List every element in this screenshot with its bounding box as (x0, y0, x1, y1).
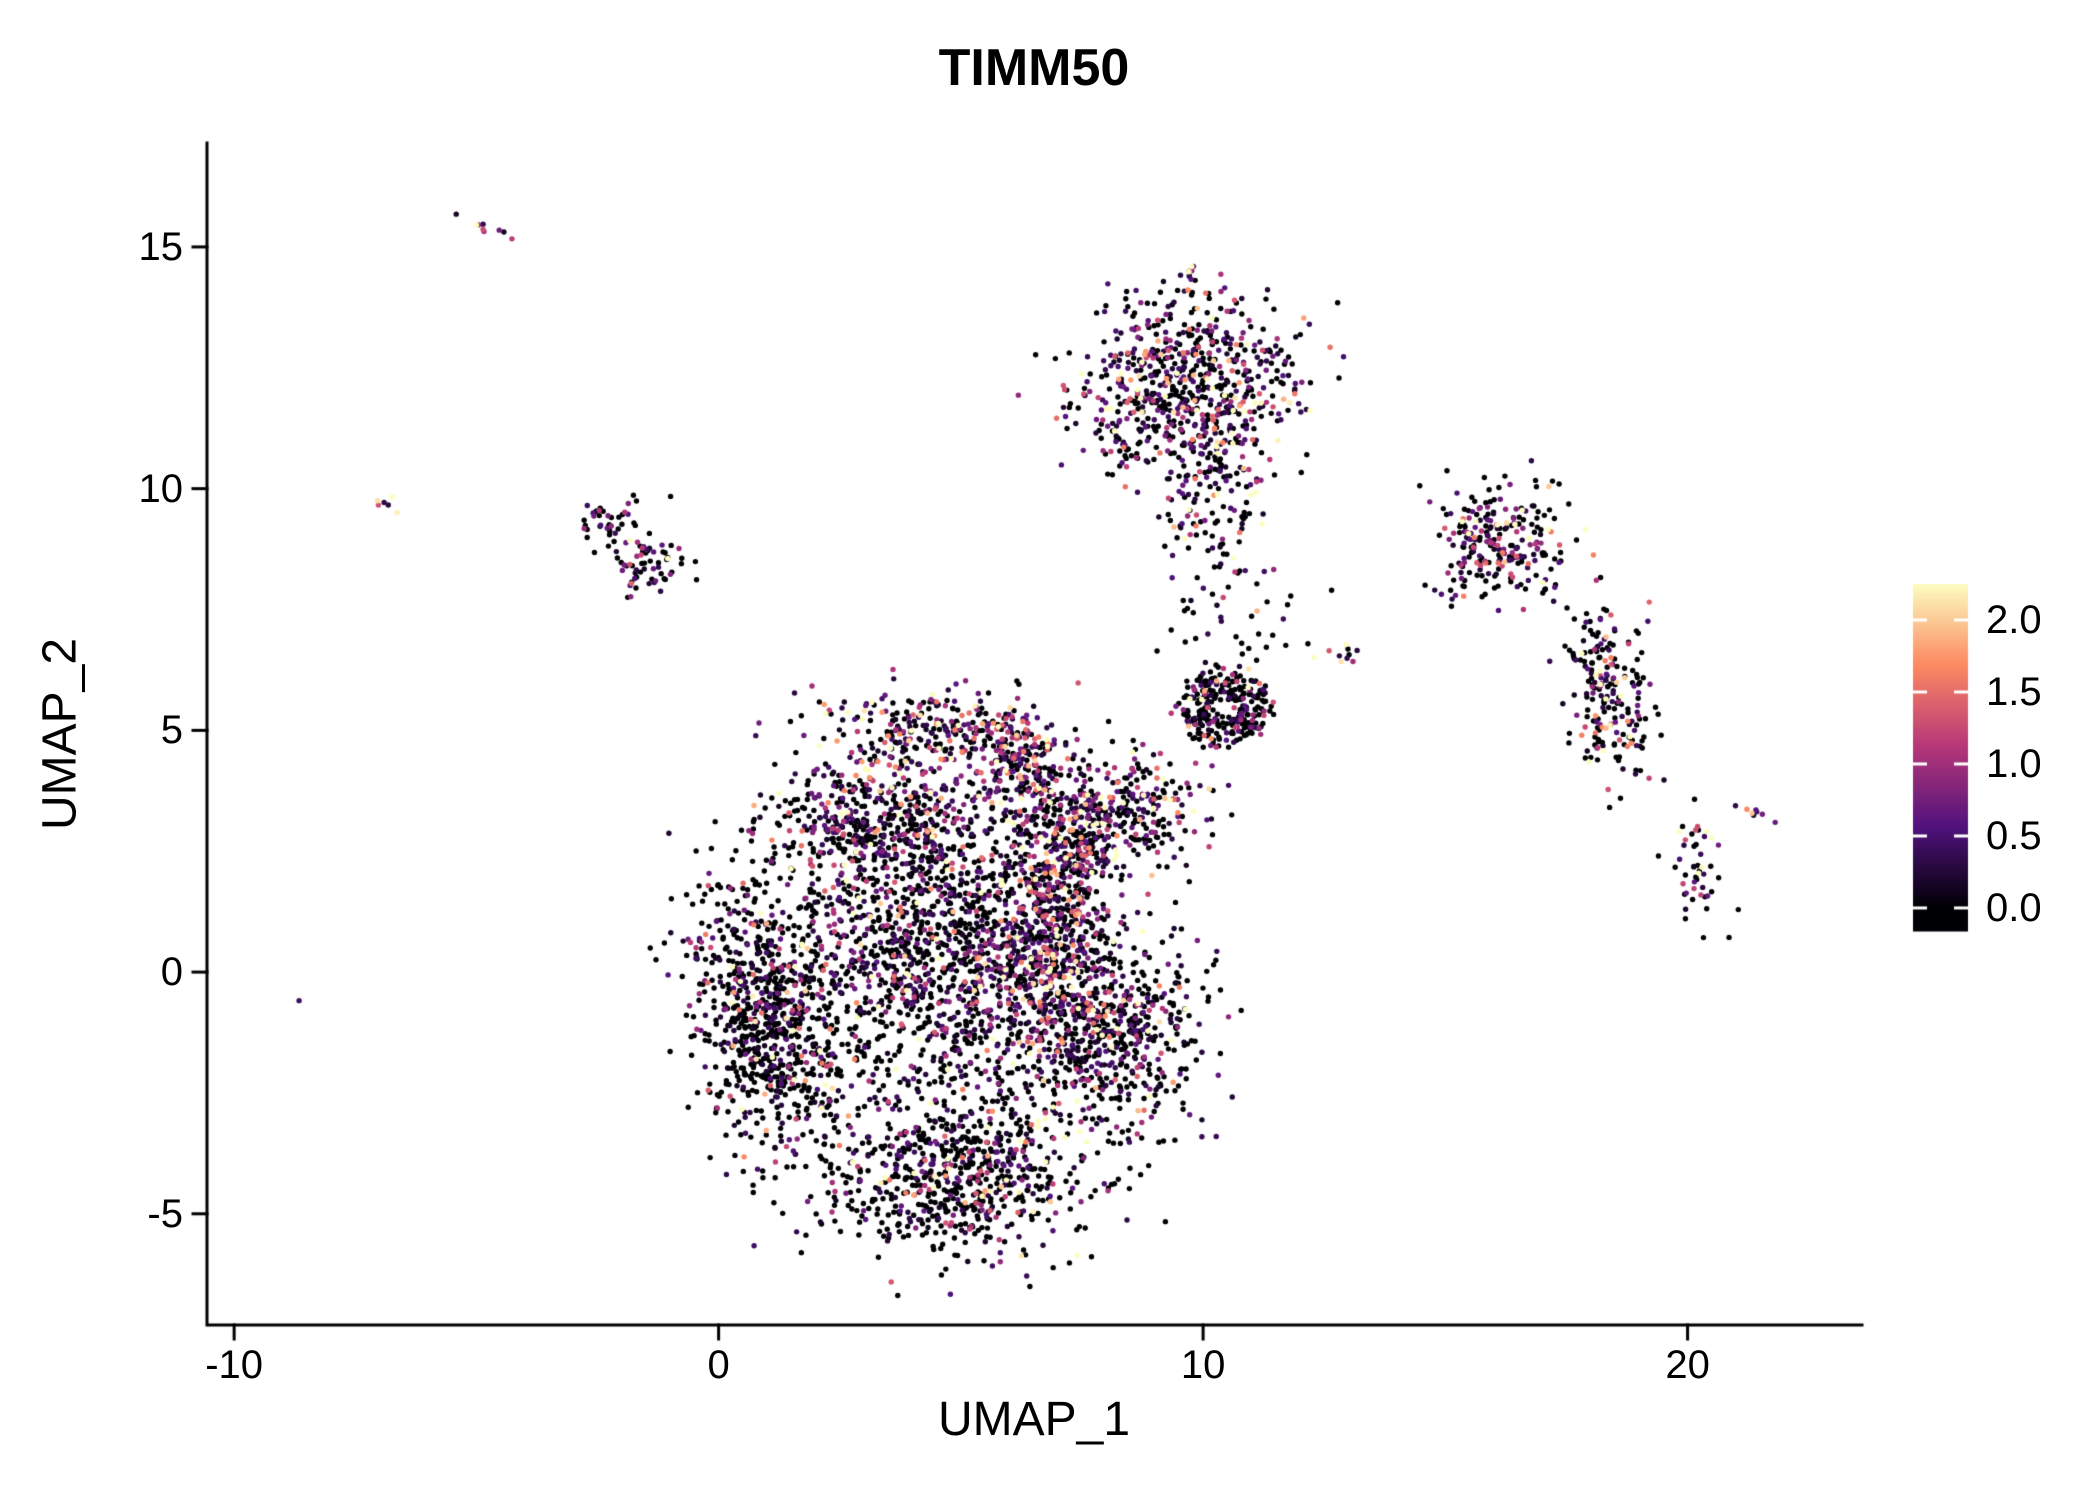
colorbar-tick-label: 1.5 (1986, 669, 2042, 714)
y-tick-label: -5 (147, 1191, 183, 1236)
y-tick-label: 0 (160, 950, 183, 995)
x-tick-label: 10 (1180, 1343, 1226, 1387)
y-tick-label: 15 (138, 224, 184, 269)
y-axis-label: UMAP_2 (33, 637, 87, 831)
x-tick-label: 0 (707, 1343, 730, 1387)
x-tick-label: 20 (1665, 1343, 1710, 1387)
colorbar-tick-label: 1.0 (1986, 741, 2042, 786)
x-axis-label: UMAP_1 (937, 1393, 1131, 1446)
x-tick-label: -10 (205, 1343, 264, 1387)
colorbar-tick-label: 2.0 (1986, 597, 2042, 642)
colorbar-tick-label: 0.0 (1986, 885, 2042, 930)
y-tick-label: 5 (160, 708, 183, 753)
plot-title: TIMM50 (938, 39, 1130, 97)
y-tick-label: 10 (138, 466, 184, 511)
colorbar-tick-label: 0.5 (1986, 813, 2042, 858)
